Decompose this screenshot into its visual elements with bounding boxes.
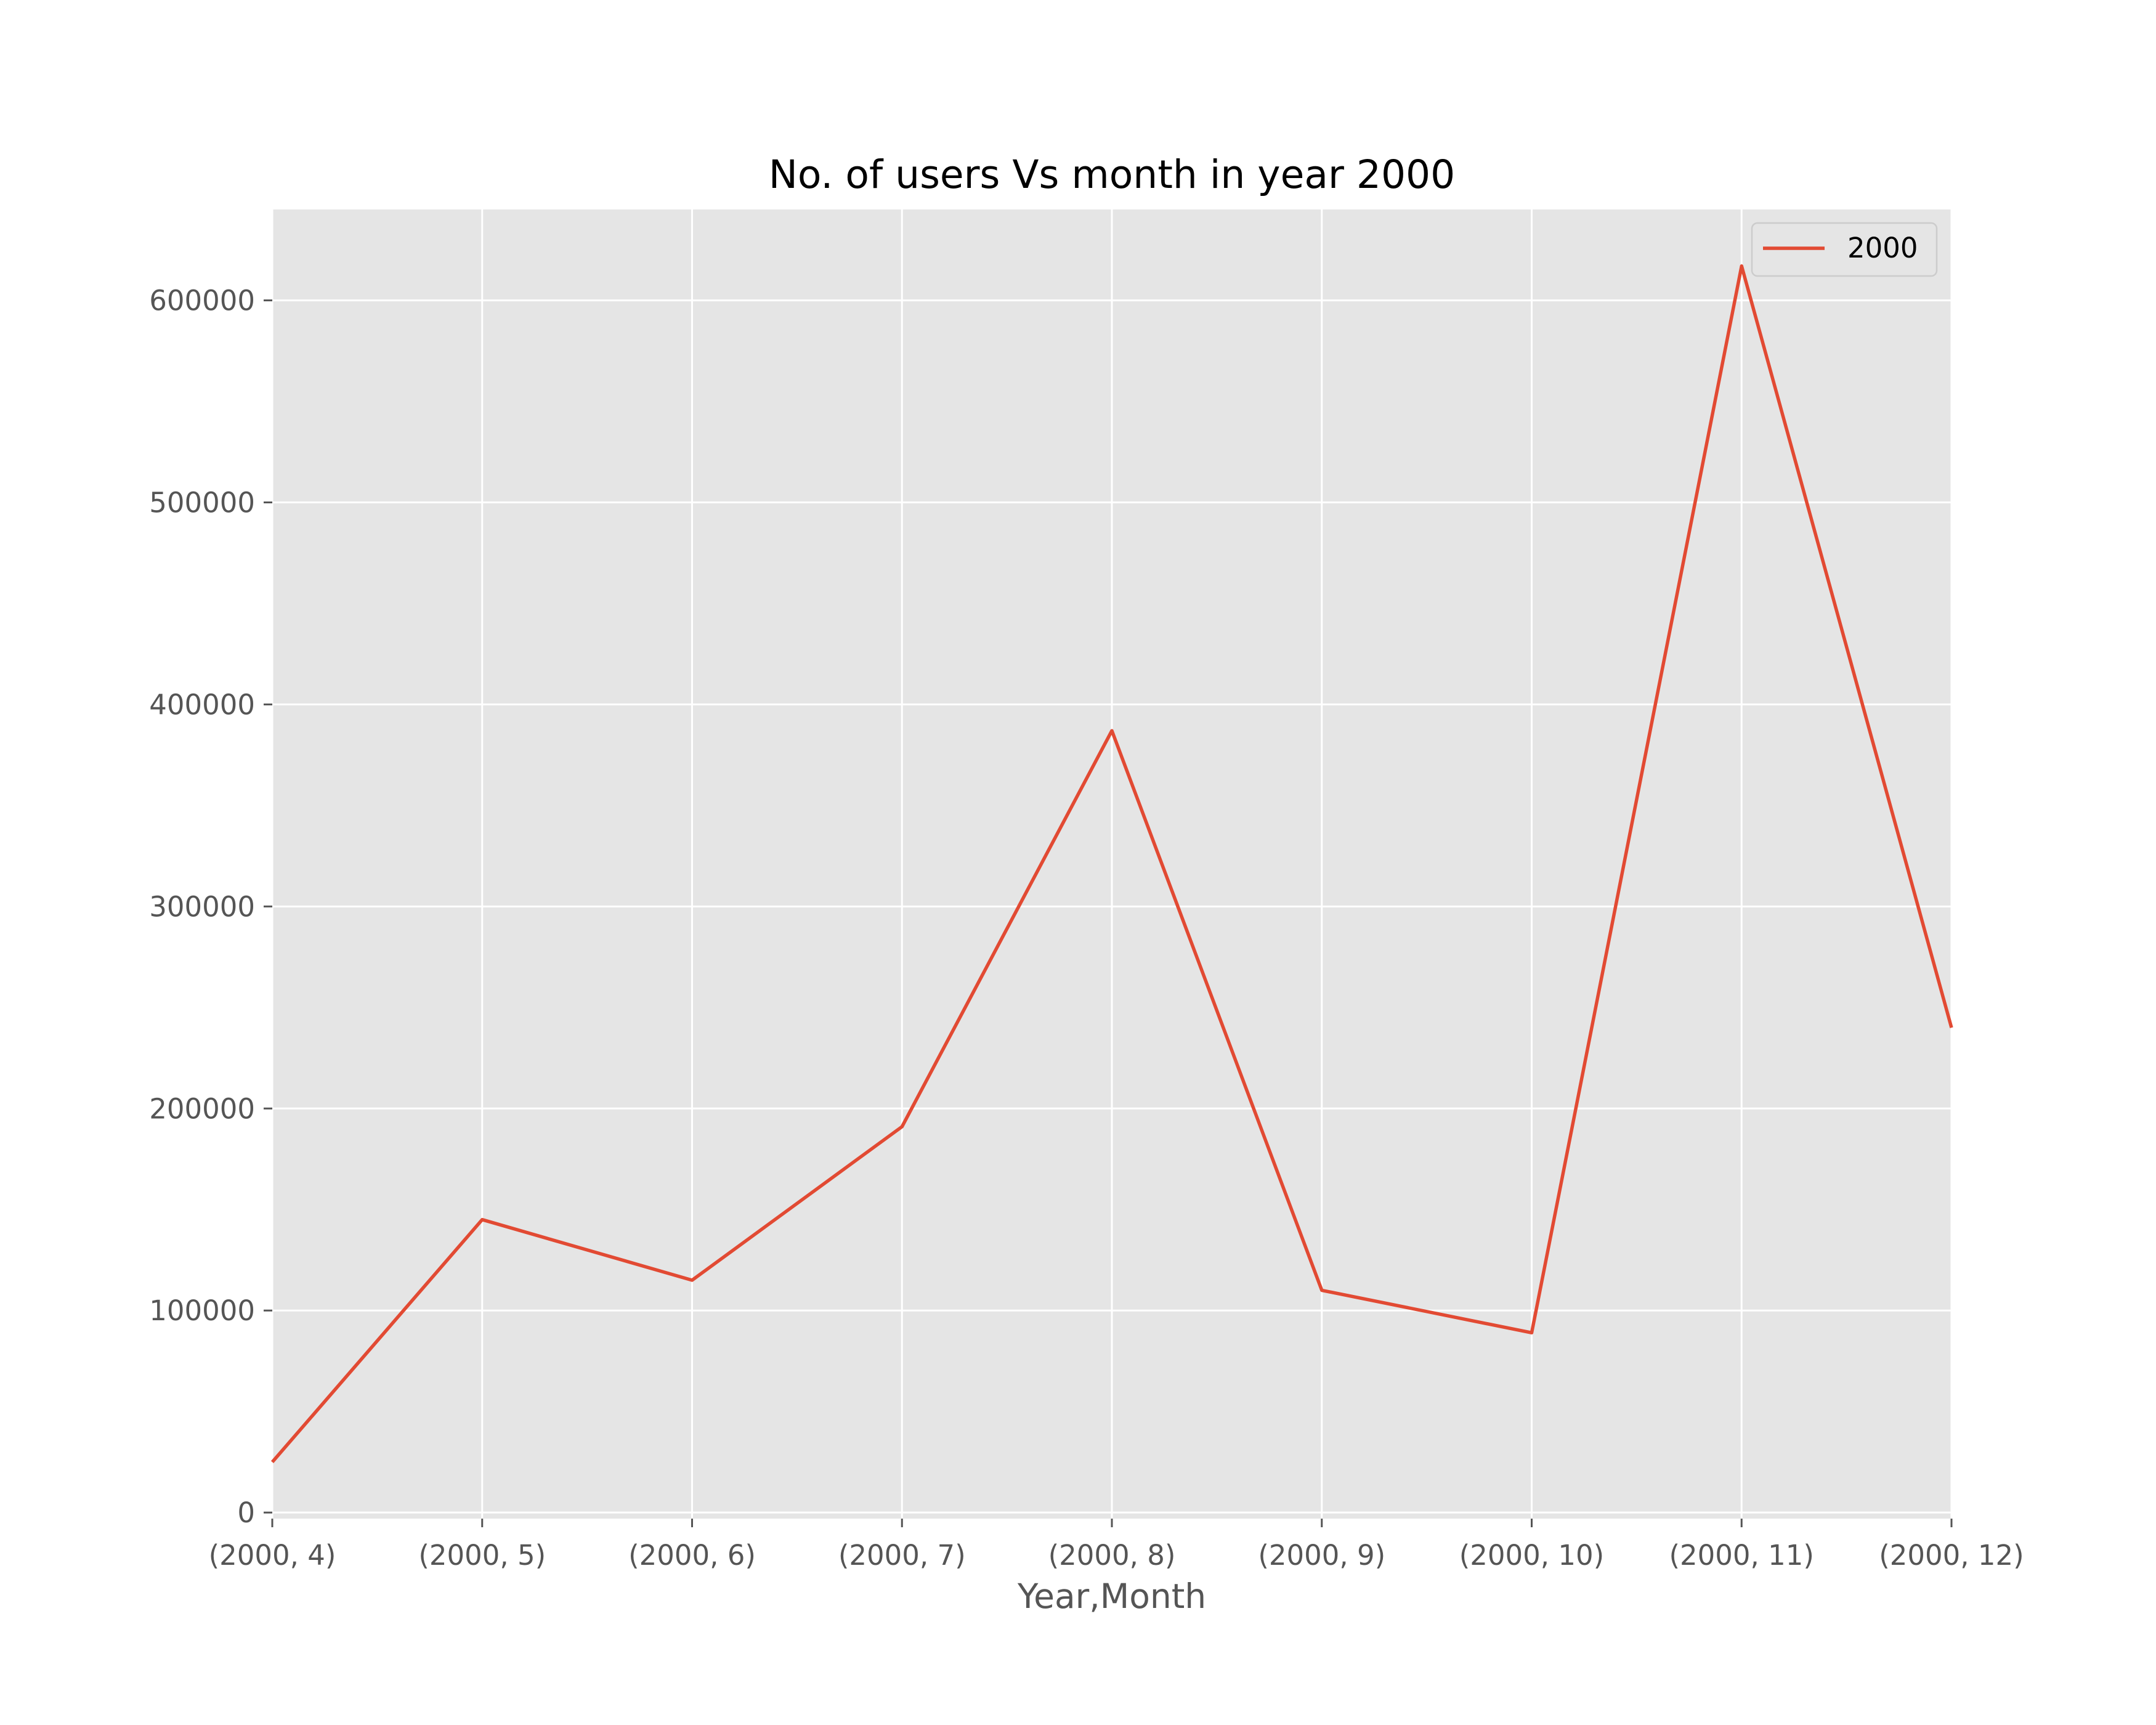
gridlines [271,209,1953,1519]
x-tick-label: (2000, 10) [1459,1539,1605,1572]
x-tick-label: (2000, 11) [1669,1539,1814,1572]
x-tick-label: (2000, 9) [1258,1539,1385,1572]
y-tick-label: 300000 [149,890,255,923]
x-tick-label: (2000, 7) [838,1539,966,1572]
x-tick-label: (2000, 8) [1048,1539,1176,1572]
x-tick-label: (2000, 6) [628,1539,756,1572]
axis-ticks: (2000, 4) (2000, 5) (2000, 6) (2000, 7) (200… [149,285,2024,1572]
y-tick-label: 200000 [149,1092,255,1125]
y-tick-label: 500000 [149,487,255,519]
chart-title: No. of users Vs month in year 2000 [769,152,1455,197]
x-axis-label: Year,Month [1017,1577,1206,1616]
legend-label: 2000 [1847,232,1918,264]
y-tick-label: 600000 [149,285,255,317]
x-tick-label: (2000, 4) [209,1539,336,1572]
y-tick-label: 400000 [149,688,255,721]
legend: 2000 [1751,222,1938,277]
y-tick-label: 0 [237,1496,255,1529]
y-tick-label: 100000 [149,1294,255,1327]
x-tick-label: (2000, 12) [1879,1539,2024,1572]
legend-box [1751,222,1938,277]
x-tick-label: (2000, 5) [418,1539,546,1572]
series-line-2000 [270,264,1953,1464]
